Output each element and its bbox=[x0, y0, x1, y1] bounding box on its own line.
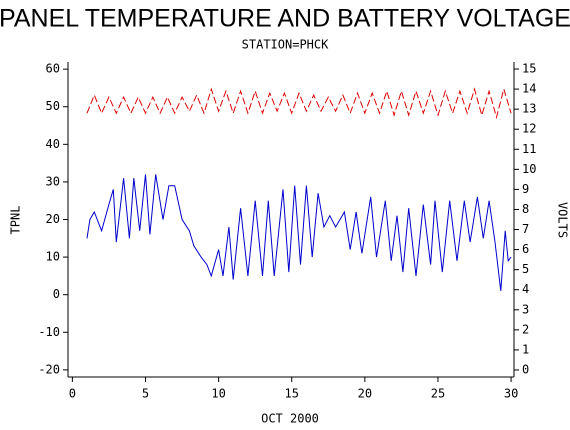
y2-tick-label: 0 bbox=[522, 362, 529, 376]
y-tick-label: 50 bbox=[46, 99, 60, 113]
y2-tick-label: 3 bbox=[522, 302, 529, 316]
x-tick-label: 10 bbox=[211, 387, 225, 401]
y2-tick-label: 12 bbox=[522, 122, 536, 136]
y2-tick-label: 1 bbox=[522, 342, 529, 356]
y2-tick-label: 4 bbox=[522, 282, 529, 296]
x-tick-label: 0 bbox=[69, 387, 76, 401]
x-axis-label: OCT 2000 bbox=[261, 412, 319, 426]
y-axis-label: TPNL bbox=[9, 206, 23, 235]
y-tick-label: 30 bbox=[46, 174, 60, 188]
y-tick-label: 20 bbox=[46, 212, 60, 226]
y2-tick-label: 7 bbox=[522, 222, 529, 236]
y-tick-label: 40 bbox=[46, 137, 60, 151]
y2-tick-label: 15 bbox=[522, 62, 536, 76]
x-tick-label: 25 bbox=[431, 387, 445, 401]
y2-tick-label: 13 bbox=[522, 102, 536, 116]
series-line bbox=[86, 87, 512, 120]
y2-tick-label: 5 bbox=[522, 262, 529, 276]
y2-axis-label: VOLTS bbox=[556, 202, 570, 238]
series-line bbox=[86, 174, 512, 291]
y2-tick-label: 6 bbox=[522, 242, 529, 256]
y-tick-label: 0 bbox=[53, 287, 60, 301]
x-tick-label: 20 bbox=[358, 387, 372, 401]
y-tick-label: 10 bbox=[46, 250, 60, 264]
y2-tick-label: 14 bbox=[522, 82, 536, 96]
chart-title: PANEL TEMPERATURE AND BATTERY VOLTAGE bbox=[0, 5, 570, 33]
x-tick-label: 15 bbox=[285, 387, 299, 401]
y-tick-label: 60 bbox=[46, 62, 60, 76]
y-tick-label: -20 bbox=[38, 362, 60, 376]
x-tick-label: 5 bbox=[142, 387, 149, 401]
y2-tick-label: 8 bbox=[522, 202, 529, 216]
y2-tick-label: 11 bbox=[522, 142, 536, 156]
y2-tick-label: 2 bbox=[522, 322, 529, 336]
x-tick-label: 30 bbox=[504, 387, 518, 401]
y2-tick-label: 10 bbox=[522, 162, 536, 176]
chart-subtitle: STATION=PHCK bbox=[242, 38, 329, 52]
y2-tick-label: 9 bbox=[522, 182, 529, 196]
y-tick-label: -10 bbox=[38, 325, 60, 339]
